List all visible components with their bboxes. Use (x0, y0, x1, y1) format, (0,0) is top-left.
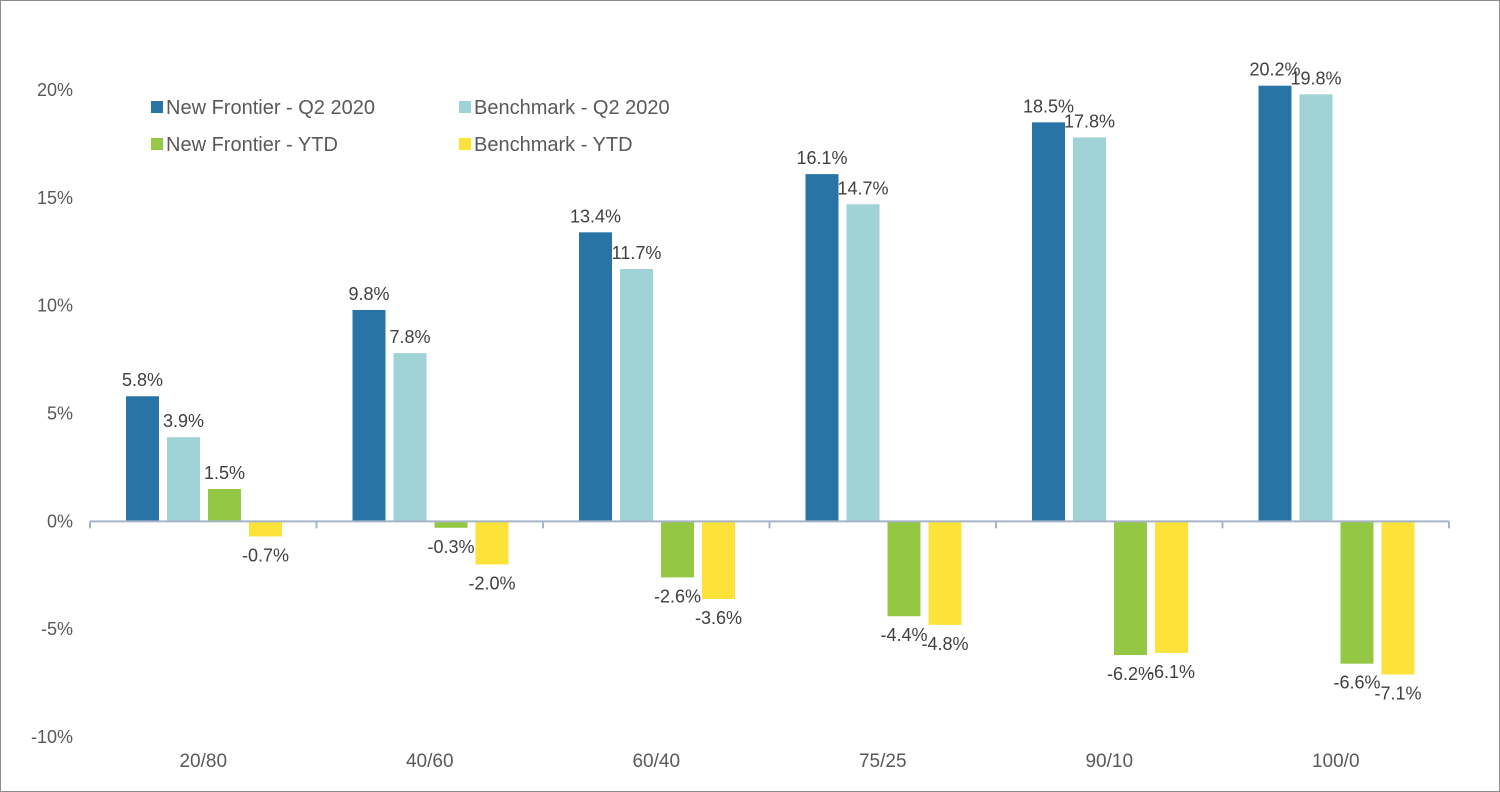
data-label: 11.7% (612, 243, 662, 263)
legend-label: Benchmark - Q2 2020 (474, 97, 670, 119)
data-label: -0.7% (242, 545, 289, 565)
y-tick-label: 5% (47, 404, 73, 424)
data-label: -6.6% (1333, 673, 1380, 693)
bar (1299, 94, 1333, 522)
y-tick-label: 10% (37, 296, 73, 316)
data-label: 18.5% (1023, 96, 1074, 116)
y-tick-label: -5% (41, 619, 73, 639)
legend-label: New Frontier - Q2 2020 (166, 97, 375, 119)
data-label: 14.7% (837, 178, 888, 198)
data-label: 17.8% (1064, 111, 1115, 131)
data-label: 19.8% (1290, 68, 1341, 88)
bar (1155, 521, 1188, 653)
bar (846, 204, 880, 522)
category-label: 100/0 (1312, 751, 1360, 772)
data-label: -0.3% (427, 537, 474, 557)
data-label: 9.8% (348, 284, 389, 304)
data-label: -7.1% (1374, 683, 1421, 703)
bar (434, 521, 468, 528)
legend-item: New Frontier - Q2 2020 (151, 97, 375, 119)
data-label: -4.4% (880, 625, 927, 645)
bar (702, 521, 735, 599)
data-label: -2.0% (468, 573, 515, 593)
y-tick-label: 0% (47, 511, 73, 531)
data-label: -6.2% (1107, 664, 1154, 684)
bar (393, 353, 427, 522)
legend-swatch (151, 138, 163, 150)
bar (475, 521, 509, 565)
y-axis: 20% 15% 10% 5% 0% -5% -10% (31, 80, 73, 747)
bar (1258, 85, 1292, 522)
y-tick-label: 20% (37, 80, 73, 100)
data-label: 5.8% (122, 370, 163, 390)
x-axis: 20/80 40/60 60/40 75/25 90/10 100/0 (89, 520, 1450, 772)
legend-item: Benchmark - YTD (459, 134, 633, 156)
legend-item: New Frontier - YTD (151, 134, 338, 156)
category-label: 90/10 (1085, 751, 1133, 772)
y-tick-label: -10% (31, 727, 73, 747)
category-label: 60/40 (632, 751, 680, 772)
data-label: -4.8% (921, 634, 968, 654)
legend-label: New Frontier - YTD (166, 134, 338, 156)
data-label: 3.9% (163, 411, 204, 431)
category-label: 40/60 (406, 751, 454, 772)
legend-label: Benchmark - YTD (474, 134, 633, 156)
bar (661, 521, 694, 578)
data-label: 7.8% (389, 327, 430, 347)
bar (1073, 137, 1106, 522)
legend: New Frontier - Q2 2020 Benchmark - Q2 202… (151, 97, 670, 156)
bar (928, 521, 962, 625)
legend-swatch (151, 101, 163, 113)
bar (1381, 521, 1415, 675)
data-label: -3.6% (695, 608, 742, 628)
bar (1114, 521, 1147, 656)
legend-swatch (459, 138, 471, 150)
bar (249, 521, 282, 537)
bar (805, 174, 839, 522)
data-label: 13.4% (570, 206, 621, 226)
data-label: 1.5% (204, 463, 245, 483)
bar (579, 232, 612, 522)
bar (126, 396, 159, 522)
data-label: -6.1% (1148, 662, 1195, 682)
bar (167, 437, 200, 522)
bar (620, 269, 653, 522)
data-label: 16.1% (796, 148, 847, 168)
bar (352, 309, 386, 522)
y-tick-label: 15% (37, 188, 73, 208)
legend-item: Benchmark - Q2 2020 (459, 97, 670, 119)
bars (126, 85, 1415, 675)
bar (1032, 122, 1065, 522)
data-label: -2.6% (654, 586, 701, 606)
data-labels: 5.8% 3.9% 1.5% -0.7% 9.8% 7.8% -0.3% -2.0% 13.4%… (122, 60, 1422, 704)
data-label: 20.2% (1249, 60, 1300, 80)
legend-swatch (459, 101, 471, 113)
bar (887, 521, 921, 617)
bar (208, 488, 241, 522)
category-label: 75/25 (859, 751, 907, 772)
bar (1340, 521, 1374, 664)
category-label: 20/80 (179, 751, 227, 772)
